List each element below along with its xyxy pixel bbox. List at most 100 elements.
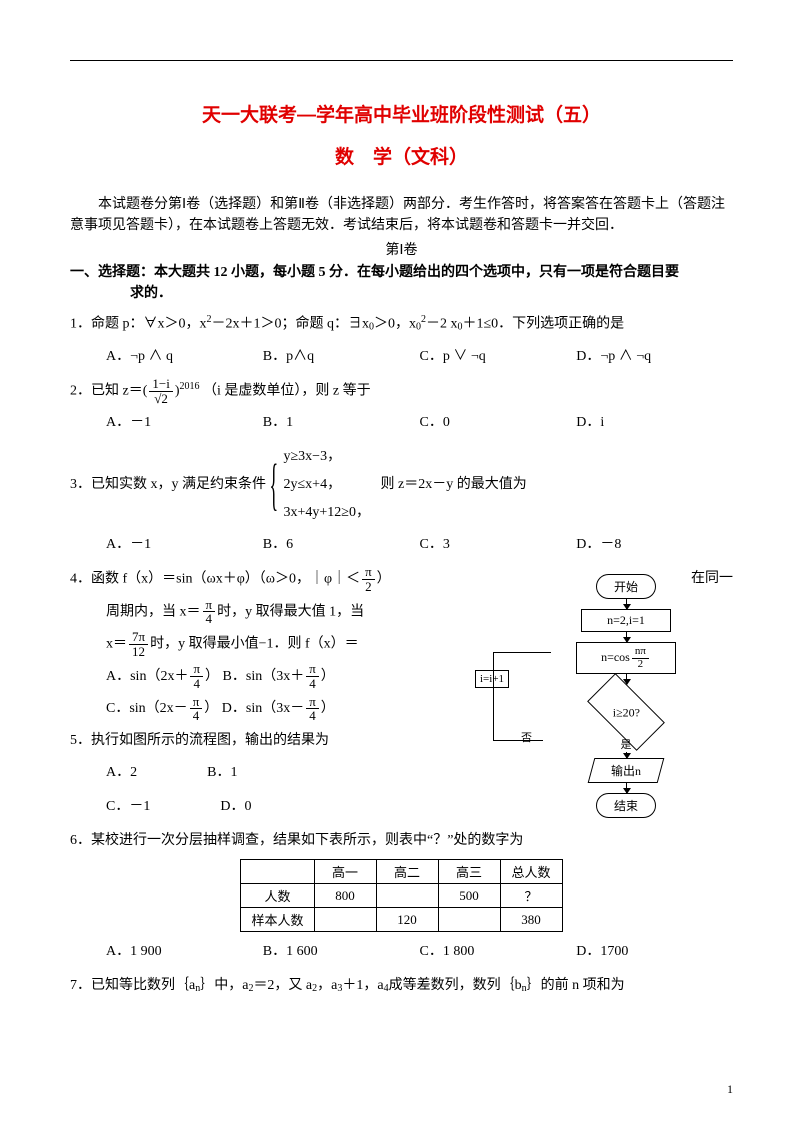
q2-fraction: 1−i√2 [149, 377, 172, 405]
tbl-r1c1 [314, 908, 376, 932]
title-sub: 数 学（文科） [70, 142, 733, 169]
q4-stem-post: ） [377, 572, 391, 587]
q4-f3n: 7π [129, 630, 148, 645]
q4-opt-a: A．sin（2x＋π4） [106, 669, 219, 684]
q4d-frac: π4 [306, 695, 319, 723]
volume-label: 第Ⅰ卷 [70, 239, 733, 259]
q1-stem-b: －2x＋1＞0；命题 q：∃x [212, 317, 370, 332]
q3-opt-c: C．3 [420, 531, 577, 559]
q6-table: 高一 高二 高三 总人数 人数 800 500 ？ 样本人数 120 380 [240, 859, 562, 932]
q3-options: A．－1 B．6 C．3 D．－8 [70, 531, 733, 559]
q4-f1n: π [362, 565, 375, 580]
q3-sys-2: 2y≤x+4， [284, 477, 342, 492]
q2-options: A．－1 B．1 C．0 D．i [70, 409, 733, 437]
q3-sys-1: y≥3x−3， [284, 449, 342, 464]
tbl-h3: 高三 [438, 860, 500, 884]
fc-d: 2 [632, 659, 649, 671]
title-main: 天一大联考—学年高中毕业班阶段性测试（五） [70, 100, 733, 127]
tbl-h1: 高一 [314, 860, 376, 884]
flow-calc: n=cosnπ2 [576, 642, 676, 674]
q4cn: π [190, 695, 203, 710]
q3-opt-a: A．－1 [106, 531, 263, 559]
q7-d: ，a [317, 978, 337, 993]
q4an: π [190, 662, 203, 677]
q4-l2-pre: 周期内，当 x＝ [106, 604, 201, 619]
flow-out-text: 输出n [611, 762, 641, 779]
flow-calc-pre: n=cos [601, 650, 630, 664]
tbl-r0c4: ？ [500, 884, 562, 908]
q4a-frac: π4 [190, 662, 203, 690]
question-6: 6．某校进行一次分层抽样调查，结果如下表所示，则表中“？”处的数字为 [70, 827, 733, 855]
q2-opt-d: D．i [576, 409, 733, 437]
q5-opt-c: C．－1 [106, 793, 150, 821]
q2-opt-c: C．0 [420, 409, 577, 437]
tbl-h0 [241, 860, 314, 884]
q4-f1d: 2 [362, 580, 375, 594]
q1-stem-c: ＞0，x [374, 317, 416, 332]
arrow-icon [626, 599, 627, 609]
q4a-post: ） [205, 669, 219, 684]
q4bn: π [306, 662, 319, 677]
q5-opt-b: B．1 [207, 759, 237, 787]
q1-options: A．¬p ∧ q B．p∧q C．p ∨ ¬q D．¬p ∧ ¬q [70, 343, 733, 371]
q4-opt-d: D．sin（3x－π4） [222, 701, 335, 716]
q4ad: 4 [190, 677, 203, 691]
q6-opt-c: C．1 800 [420, 938, 577, 966]
q6-opt-d: D．1700 [576, 938, 733, 966]
q4-opt-c: C．sin（2x－π4） [106, 701, 218, 716]
flow-output: 输出n [588, 758, 665, 783]
flow-start: 开始 [596, 574, 656, 599]
flowchart: 开始 n=2,i=1 n=cosnπ2 i=i+1 i≥20? 是 否 输出n … [531, 574, 721, 818]
q7-e: ＋1，a [342, 978, 383, 993]
page-number: 1 [727, 1082, 733, 1097]
q4d-post: ） [321, 701, 335, 716]
section-1-line2: 求的． [70, 286, 172, 301]
q4-frac1: π2 [362, 565, 375, 593]
tbl-r0c0: 人数 [241, 884, 314, 908]
flow-loop-line [493, 652, 494, 740]
q1-stem-d: －2 x [426, 317, 458, 332]
section-1-heading: 一、选择题：本大题共 12 小题，每小题 5 分．在每小题给出的四个选项中，只有… [70, 262, 733, 304]
flow-cond-text: i≥20? [591, 706, 661, 721]
q4b-pre: B．sin（3x＋ [223, 669, 305, 684]
q4c-frac: π4 [190, 695, 203, 723]
page-rule [70, 60, 733, 61]
tbl-h2: 高二 [376, 860, 438, 884]
q2-frac-num: 1−i [149, 377, 172, 392]
q5-opt-d: D．0 [220, 793, 251, 821]
intro-paragraph: 本试题卷分第Ⅰ卷（选择题）和第Ⅱ卷（非选择题）两部分．考生作答时，将答案答在答题… [70, 194, 733, 236]
q4bd: 4 [306, 677, 319, 691]
q4-l2-post: 时，y 取得最大值 1，当 [217, 604, 364, 619]
flow-init: n=2,i=1 [581, 609, 671, 632]
fc-n: nπ [632, 646, 649, 659]
q3-stem-post: 则 z＝2x－y 的最大值为 [380, 478, 526, 493]
q4-frac3: 7π12 [129, 630, 148, 658]
table-row: 样本人数 120 380 [241, 908, 562, 932]
q7-g: ｝的前 n 项和为 [527, 978, 625, 993]
q1-opt-a: A．¬p ∧ q [106, 343, 263, 371]
flow-no-label: 否 [521, 729, 532, 745]
q5-opt-a: A．2 [106, 759, 137, 787]
tbl-r1c3 [438, 908, 500, 932]
q2-frac-den: √2 [149, 392, 172, 406]
q6-opt-a: A．1 900 [106, 938, 263, 966]
tbl-r0c2 [376, 884, 438, 908]
q1-opt-d: D．¬p ∧ ¬q [576, 343, 733, 371]
q4-f3d: 12 [129, 645, 148, 659]
question-3: 3．已知实数 x，y 满足约束条件 y≥3x−3， 2y≤x+4， 3x+4y+… [70, 443, 733, 527]
q4b-post: ） [321, 669, 335, 684]
q4-frac2: π4 [203, 598, 216, 626]
table-row: 高一 高二 高三 总人数 [241, 860, 562, 884]
flow-calc-frac: nπ2 [632, 646, 649, 670]
q4-l3-pre: x＝ [106, 636, 127, 651]
q2-stem-post: （i 是虚数单位），则 z 等于 [203, 383, 371, 398]
q1-stem-a: 1．命题 p：∀x＞0，x [70, 317, 207, 332]
q4cd: 4 [190, 709, 203, 723]
q4c-post: ） [204, 701, 218, 716]
q3-stem-pre: 3．已知实数 x，y 满足约束条件 [70, 478, 266, 493]
q3-system: y≥3x−3， 2y≤x+4， 3x+4y+12≥0， [270, 443, 370, 527]
q7-f: 成等差数列，数列｛b [389, 978, 522, 993]
flow-loop-line [493, 740, 543, 741]
question-7: 7．已知等比数列｛an｝中，a2＝2，又 a2，a3＋1，a4成等差数列，数列｛… [70, 972, 733, 1000]
q6-options: A．1 900 B．1 600 C．1 800 D．1700 [70, 938, 733, 966]
